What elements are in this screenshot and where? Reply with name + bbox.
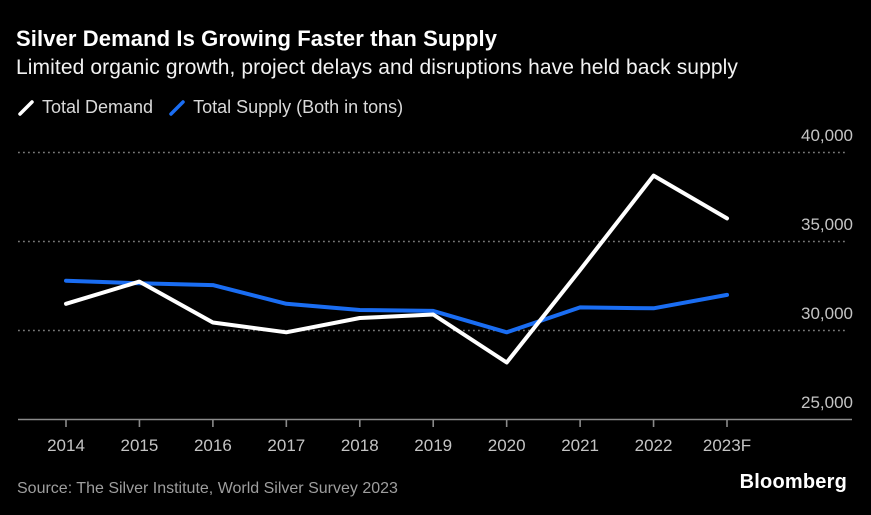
page-title: Silver Demand Is Growing Faster than Sup…: [16, 26, 498, 51]
x-axis-label: 2015: [120, 436, 159, 455]
legend-item-total-demand: Total Demand: [17, 97, 153, 118]
x-axis-label: 2023F: [702, 436, 752, 455]
legend: Total Demand Total Supply (Both in tons): [17, 97, 403, 118]
x-axis-label: 2018: [340, 436, 379, 455]
x-axis-label: 2016: [193, 436, 232, 455]
legend-label-total-demand: Total Demand: [42, 97, 154, 117]
x-axis-label: 2022: [634, 436, 673, 455]
y-axis-label: 25,000: [801, 392, 853, 412]
series-line-total-supply: [64, 278, 729, 335]
white-slash-icon: [18, 99, 34, 116]
series-line-total-demand: [64, 173, 729, 365]
y-axis-label: 30,000: [801, 303, 853, 323]
y-axis-label: 35,000: [801, 214, 853, 234]
page-subtitle: Limited organic growth, project delays a…: [16, 56, 739, 79]
x-axis-label: 2020: [487, 436, 526, 455]
x-axis-label: 2017: [267, 436, 306, 455]
x-axis-label: 2014: [47, 436, 85, 455]
bloomberg-logo: Bloomberg: [739, 471, 847, 493]
blue-slash-icon: [169, 99, 185, 116]
legend-item-total-supply: Total Supply (Both in tons): [168, 97, 403, 118]
x-axis-label: 2021: [561, 436, 600, 455]
x-axis-label: 2019: [414, 436, 453, 455]
legend-label-total-supply: Total Supply (Both in tons): [193, 97, 404, 117]
y-axis-label: 40,000: [801, 125, 853, 145]
source-note: Source: The Silver Institute, World Silv…: [17, 480, 398, 497]
